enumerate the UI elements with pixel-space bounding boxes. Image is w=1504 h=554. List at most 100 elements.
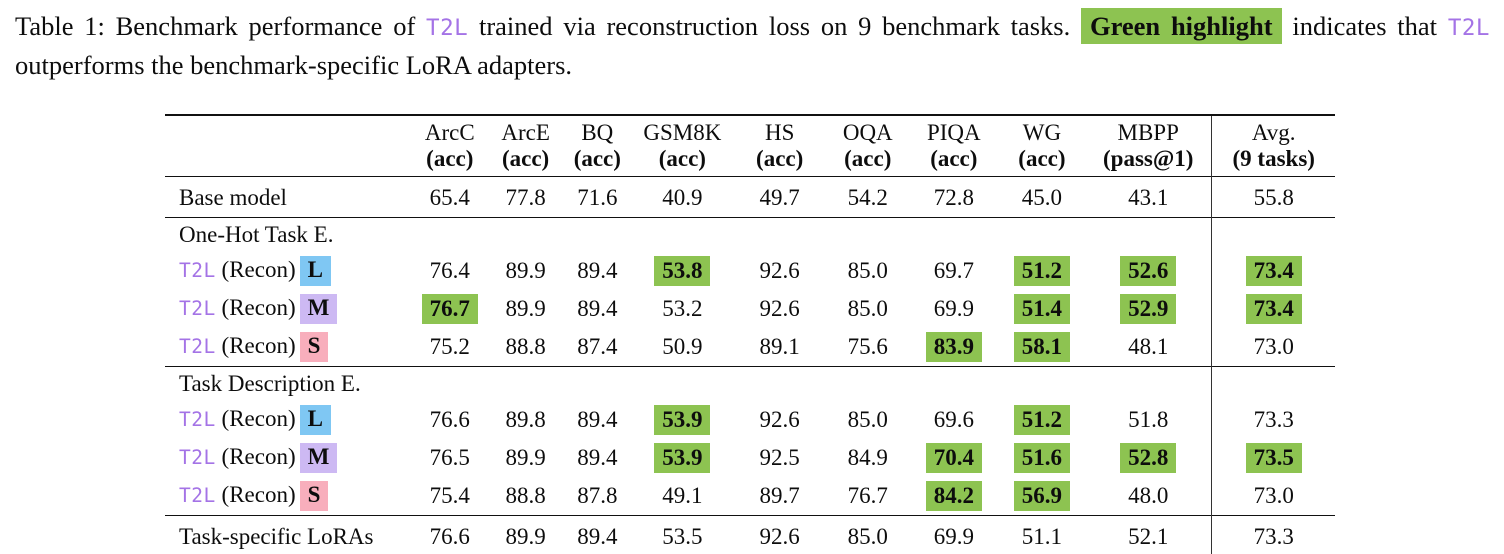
column-label: GSM8K (643, 120, 722, 145)
column-metric: (9 tasks) (1232, 146, 1315, 171)
value-cell: 73.4 (1211, 252, 1335, 290)
value-cell: 84.9 (847, 445, 888, 470)
column-metric: (acc) (658, 146, 706, 171)
row-label-variant: (Recon) (215, 482, 296, 507)
value-cell: 92.6 (759, 524, 800, 549)
value-cell: 75.4 (429, 483, 470, 508)
model-size-badge: M (299, 294, 338, 324)
value-cell: 76.7 (847, 483, 888, 508)
highlighted-value: 73.4 (1245, 256, 1302, 286)
value-cell: 89.7 (759, 483, 800, 508)
column-metric: (acc) (930, 146, 978, 171)
column-header-oqa: OQA (acc) (827, 115, 909, 177)
value-cell: 89.4 (577, 524, 618, 549)
value-cell: 92.6 (759, 407, 800, 432)
value-cell: 73.0 (1211, 328, 1335, 367)
highlighted-value: 56.9 (1013, 481, 1071, 511)
value-cell: 65.4 (429, 185, 470, 210)
value-cell: 70.4 (909, 439, 999, 477)
row-label-variant: (Recon) (215, 406, 296, 431)
highlighted-value: 51.6 (1013, 443, 1071, 473)
column-label: BQ (581, 120, 614, 145)
value-cell: 89.4 (577, 445, 618, 470)
row-label: T2L (Recon) M (165, 290, 411, 328)
caption-text: outperforms the benchmark-specific LoRA … (15, 50, 573, 80)
value-cell: 51.6 (999, 439, 1085, 477)
value-cell: 89.8 (505, 407, 546, 432)
highlighted-value: 58.1 (1013, 332, 1071, 362)
value-cell: 87.4 (577, 334, 618, 359)
value-cell: 73.0 (1211, 477, 1335, 516)
value-cell: 92.5 (759, 445, 800, 470)
value-cell (411, 367, 489, 402)
t2l-model-name: T2L (426, 15, 469, 41)
table-row: T2L (Recon) M 76.5 89.9 89.4 53.9 92.5 84.9 70.4… (165, 439, 1335, 477)
value-cell (489, 367, 563, 402)
table-row: T2L (Recon) L 76.4 89.9 89.4 53.8 92.6 85.0 69.7… (165, 252, 1335, 290)
row-label-variant: (Recon) (215, 257, 296, 282)
value-cell (1211, 366, 1335, 401)
column-label: WG (1022, 120, 1062, 145)
header-row: ArcC (acc) ArcE (acc) BQ (acc) GSM8K (acc) HS (ac… (165, 115, 1335, 177)
value-cell: 87.8 (577, 483, 618, 508)
value-cell: 51.1 (1021, 524, 1063, 549)
model-size-badge: S (299, 332, 329, 362)
highlighted-value: 52.9 (1120, 294, 1177, 324)
highlighted-value: 84.2 (925, 481, 982, 511)
highlighted-value: 53.8 (654, 256, 711, 286)
column-label: OQA (842, 120, 893, 145)
highlighted-value: 52.8 (1120, 443, 1177, 473)
row-label: T2L (Recon) L (165, 401, 411, 439)
column-label: MBPP (1117, 120, 1179, 145)
value-cell: 92.6 (759, 258, 800, 283)
model-size-badge: S (299, 481, 329, 511)
column-header-gsm8k: GSM8K (acc) (632, 115, 732, 177)
caption-text: trained via reconstruction loss on 9 ben… (468, 11, 1082, 41)
t2l-model-name: T2L (179, 335, 216, 358)
highlighted-value: 51.4 (1013, 294, 1071, 324)
row-label: T2L (Recon) M (165, 439, 411, 477)
value-cell: 89.4 (577, 407, 618, 432)
t2l-model-name: T2L (179, 259, 216, 282)
value-cell: 52.1 (1128, 524, 1169, 549)
value-cell (733, 367, 827, 402)
value-cell: 53.2 (662, 296, 703, 321)
highlighted-value: 83.9 (925, 332, 982, 362)
value-cell: 89.4 (577, 296, 618, 321)
value-cell: 85.0 (847, 407, 888, 432)
column-metric: (acc) (501, 146, 550, 171)
table-row: T2L (Recon) S 75.4 88.8 87.8 49.1 89.7 76.7 84.2… (165, 477, 1335, 516)
value-cell: 92.6 (759, 296, 800, 321)
value-cell: 73.3 (1211, 401, 1335, 439)
column-header-wg: WG (acc) (999, 115, 1085, 177)
highlighted-value: 73.5 (1245, 443, 1302, 473)
value-cell: 83.9 (909, 328, 999, 367)
t2l-model-name: T2L (179, 446, 216, 469)
value-cell: 73.4 (1211, 290, 1335, 328)
t2l-model-name: T2L (179, 297, 216, 320)
highlighted-value: 76.7 (421, 294, 478, 324)
value-cell: 52.6 (1085, 252, 1212, 290)
value-cell: 73.3 (1211, 515, 1335, 554)
value-cell: 69.6 (933, 407, 974, 432)
t2l-model-name: T2L (1447, 15, 1490, 41)
value-cell: 55.8 (1211, 176, 1335, 218)
table-row: T2L (Recon) S 75.2 88.8 87.4 50.9 89.1 75.6 83.9… (165, 328, 1335, 367)
value-cell: 50.9 (662, 334, 703, 359)
column-header-avg: Avg. (9 tasks) (1211, 115, 1335, 177)
row-label: Base model (179, 185, 287, 210)
table-caption: Table 1: Benchmark performance of T2L tr… (15, 8, 1490, 84)
highlighted-value: 70.4 (925, 443, 982, 473)
value-cell: 51.8 (1128, 407, 1169, 432)
table-header: ArcC (acc) ArcE (acc) BQ (acc) GSM8K (acc) HS (ac… (165, 115, 1335, 177)
value-cell (1085, 218, 1212, 253)
value-cell (1211, 217, 1335, 252)
column-label: Avg. (1251, 120, 1296, 145)
row-label: Task Description E. (179, 371, 361, 396)
value-cell (909, 367, 999, 402)
value-cell: 75.6 (847, 334, 888, 359)
column-label: HS (764, 120, 795, 145)
value-cell (411, 218, 489, 253)
table-row: T2L (Recon) M 76.7 89.9 89.4 53.2 92.6 85.0 69.9… (165, 290, 1335, 328)
section-row: One-Hot Task E. (165, 217, 1335, 253)
